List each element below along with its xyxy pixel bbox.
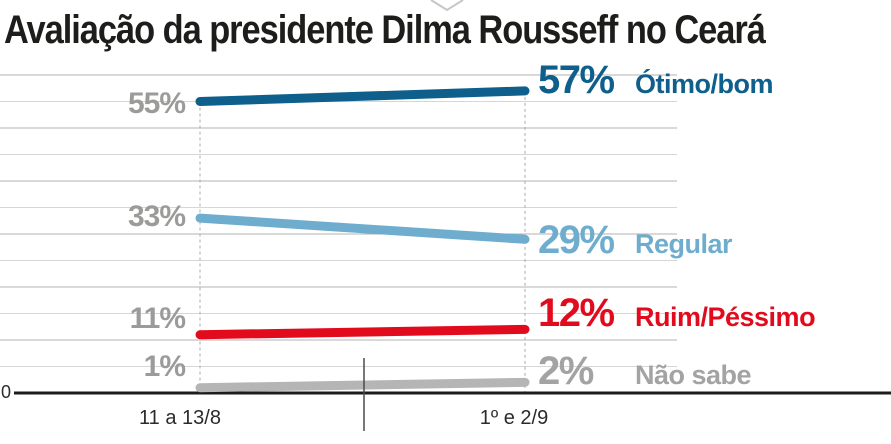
series-name-regular: Regular bbox=[635, 229, 733, 259]
start-value-ruim-pessimo: 11% bbox=[129, 302, 186, 335]
series-name-ruim-pessimo: Ruim/Péssimo bbox=[635, 302, 816, 332]
end-value-regular: 29% bbox=[538, 218, 615, 262]
start-value-regular: 33% bbox=[127, 200, 186, 233]
series-line-3 bbox=[195, 377, 530, 393]
series-legend-row: 2% Não sabe bbox=[538, 348, 752, 394]
y-axis-zero-label: 0 bbox=[1, 382, 12, 402]
series-legend-row: 12% Ruim/Péssimo bbox=[538, 290, 816, 336]
x-axis-label-first-poll: 11 a 13/8 bbox=[139, 407, 221, 429]
series-line-0 bbox=[195, 86, 530, 106]
chevron-down-icon bbox=[430, 0, 464, 12]
series-line-2 bbox=[195, 324, 530, 340]
end-value-nao-sabe: 2% bbox=[538, 349, 594, 393]
series-legend-row: 29% Regular bbox=[538, 217, 733, 263]
x-axis-label-second-poll: 1º e 2/9 bbox=[479, 407, 549, 429]
start-value-otimo-bom: 55% bbox=[127, 87, 186, 120]
series-name-otimo-bom: Ótimo/bom bbox=[635, 69, 774, 99]
end-value-otimo-bom: 57% bbox=[538, 58, 615, 102]
series-line-1 bbox=[195, 213, 530, 244]
page-title: Avaliação da presidente Dilma Rousseff n… bbox=[4, 8, 766, 52]
start-value-nao-sabe: 1% bbox=[143, 350, 186, 383]
end-value-ruim-pessimo: 12% bbox=[538, 291, 615, 335]
series-legend-row: 57% Ótimo/bom bbox=[538, 57, 774, 103]
series-name-nao-sabe: Não sabe bbox=[635, 360, 752, 390]
